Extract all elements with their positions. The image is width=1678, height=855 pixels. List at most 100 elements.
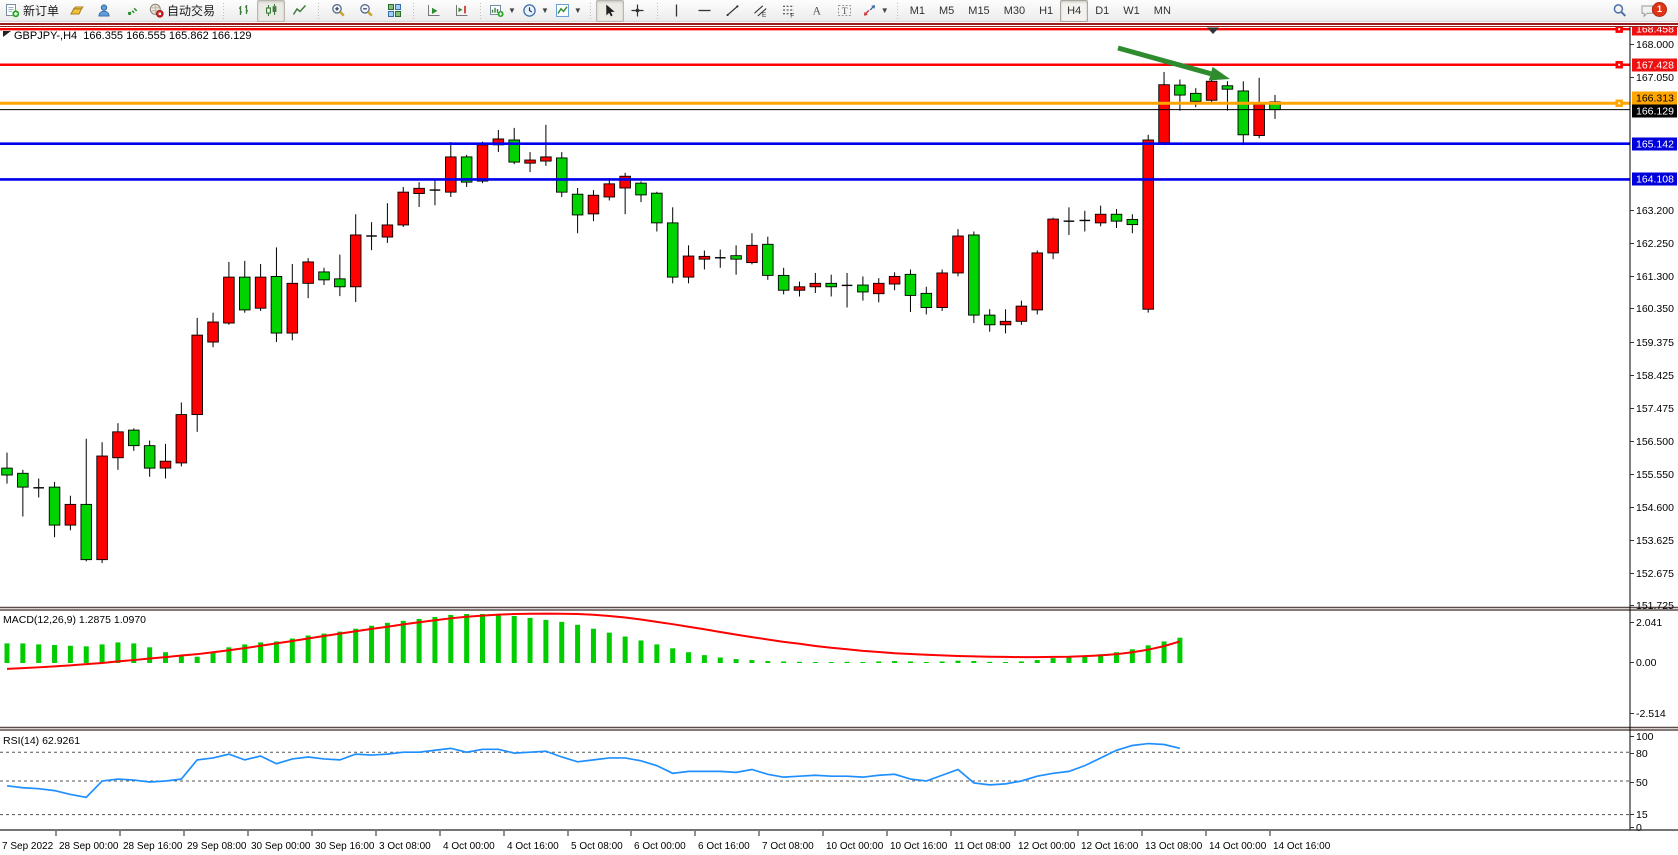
toolbar-grip[interactable] <box>479 2 483 19</box>
timeframe-button-m1[interactable]: M1 <box>909 4 925 17</box>
macd-histogram-bar <box>781 661 787 663</box>
macd-histogram-bar <box>923 662 929 663</box>
zoom-in-button[interactable] <box>324 0 352 22</box>
macd-histogram-bar <box>527 617 533 663</box>
indicators-button[interactable]: ▼ <box>552 0 585 22</box>
time-axis-label: 5 Oct 08:00 <box>571 841 623 852</box>
new-chart-icon <box>490 5 504 17</box>
horizontal-line-button[interactable] <box>691 0 719 22</box>
candlestick <box>746 244 758 264</box>
candlestick <box>1189 92 1202 102</box>
chevron-down-icon[interactable]: ▼ <box>508 6 516 15</box>
time-axis-label: 28 Sep 16:00 <box>123 841 183 852</box>
trend-arrow-head[interactable] <box>1208 66 1230 81</box>
timeframe-button-m30[interactable]: M30 <box>1003 4 1026 17</box>
text-label-button[interactable]: T <box>831 0 859 22</box>
candlestick <box>983 314 996 326</box>
price-axis-label: 157.475 <box>1636 403 1674 415</box>
period-clock-icon <box>523 4 536 17</box>
candlestick <box>666 222 679 278</box>
new-order-button[interactable]: 新订单 <box>2 0 62 22</box>
chart-shift-button[interactable] <box>447 0 475 22</box>
time-axis-first-label: 7 Sep 2022 <box>2 841 54 852</box>
candlestick <box>524 159 536 164</box>
tile-windows-button[interactable] <box>380 0 408 22</box>
toolbar-grip[interactable] <box>895 2 899 19</box>
signals-icon <box>127 7 137 16</box>
macd-histogram-bar <box>369 625 375 663</box>
timeframe-button-h4[interactable]: H4 <box>1060 0 1089 22</box>
rsi-axis-label: 15 <box>1636 809 1648 821</box>
price-badge-label: 166.313 <box>1636 93 1674 105</box>
macd-histogram-bar <box>812 662 818 663</box>
trend-arrow-annotation[interactable] <box>1117 45 1212 77</box>
trendline-button[interactable] <box>719 0 747 22</box>
community-icon <box>98 4 110 17</box>
macd-histogram-bar <box>36 644 42 663</box>
toolbar-grip[interactable] <box>588 2 592 19</box>
candlestick <box>334 278 346 288</box>
search-button[interactable] <box>1605 0 1633 22</box>
candlestick <box>888 275 901 285</box>
price-axis-label: 154.600 <box>1636 502 1674 514</box>
candlestick <box>777 274 790 291</box>
time-axis-label: 12 Oct 16:00 <box>1081 841 1139 852</box>
chat-button[interactable]: 1 <box>1637 0 1670 22</box>
timeframe-button-d1[interactable]: D1 <box>1095 4 1110 17</box>
periods-button[interactable]: ▼ <box>519 0 552 22</box>
macd-histogram-bar <box>432 616 438 663</box>
hline-icon <box>698 9 711 12</box>
macd-histogram-bar <box>1098 654 1104 663</box>
timeframe-button-w1[interactable]: W1 <box>1123 4 1140 17</box>
toolbar-grip[interactable] <box>222 2 226 19</box>
auto-scroll-button[interactable] <box>419 0 447 22</box>
auto-trading-button[interactable]: 自动交易 <box>146 0 218 22</box>
candlestick <box>904 273 917 296</box>
candlestick <box>1174 84 1186 96</box>
rsi-indicator-label: RSI(14) 62.9261 <box>3 735 81 747</box>
toolbar-grip[interactable] <box>655 2 659 19</box>
macd-histogram-bar <box>1003 662 1009 663</box>
symbol-marker-icon[interactable] <box>3 31 11 37</box>
vertical-line-button[interactable] <box>663 0 691 22</box>
macd-axis-label: -2.514 <box>1636 708 1666 720</box>
resistance-line-168458-handle-dot <box>1618 28 1621 31</box>
price-axis-label: 159.375 <box>1636 337 1674 349</box>
crosshair-button[interactable] <box>624 0 652 22</box>
arrow-objects-button[interactable]: ▼ <box>859 0 892 22</box>
candlestick <box>619 175 631 189</box>
macd-histogram-bar <box>590 628 596 663</box>
community-button[interactable] <box>90 0 118 22</box>
timeframe-button-h1[interactable]: H1 <box>1039 4 1054 17</box>
zoom-out-button[interactable] <box>352 0 380 22</box>
equidistant-channel-button[interactable]: E <box>747 0 775 22</box>
toolbar-grip[interactable] <box>317 2 321 19</box>
line-chart-button[interactable] <box>285 0 313 22</box>
timeframe-button-m5[interactable]: M5 <box>939 4 955 17</box>
cursor-button[interactable] <box>595 0 624 22</box>
timeframe-button-mn[interactable]: MN <box>1153 4 1171 17</box>
candle-chart-button[interactable] <box>257 0 286 22</box>
candlestick <box>952 235 964 274</box>
svg-text:F: F <box>790 12 794 18</box>
chevron-down-icon[interactable]: ▼ <box>880 6 889 15</box>
bar-chart-button[interactable] <box>229 0 257 22</box>
fibonacci-button[interactable]: F <box>775 0 803 22</box>
signals-button[interactable] <box>118 0 146 22</box>
new-chart-button[interactable]: ▼ <box>486 0 519 22</box>
toolbar-grip[interactable] <box>412 2 416 19</box>
time-axis-label: 6 Oct 16:00 <box>698 841 750 852</box>
chevron-down-icon[interactable]: ▼ <box>540 6 549 15</box>
timeframe-button-m15[interactable]: M15 <box>968 4 990 17</box>
candlestick <box>809 282 822 288</box>
macd-histogram-bar <box>575 624 581 663</box>
chart-background <box>0 27 1678 855</box>
candlestick <box>540 156 552 162</box>
chevron-down-icon[interactable]: ▼ <box>573 6 582 15</box>
text-button[interactable]: A <box>803 0 831 22</box>
macd-histogram-bar <box>226 647 232 663</box>
macd-histogram-bar <box>860 662 866 663</box>
svg-text:A: A <box>813 6 822 18</box>
market-button[interactable] <box>62 0 90 22</box>
candlestick <box>1158 84 1170 144</box>
